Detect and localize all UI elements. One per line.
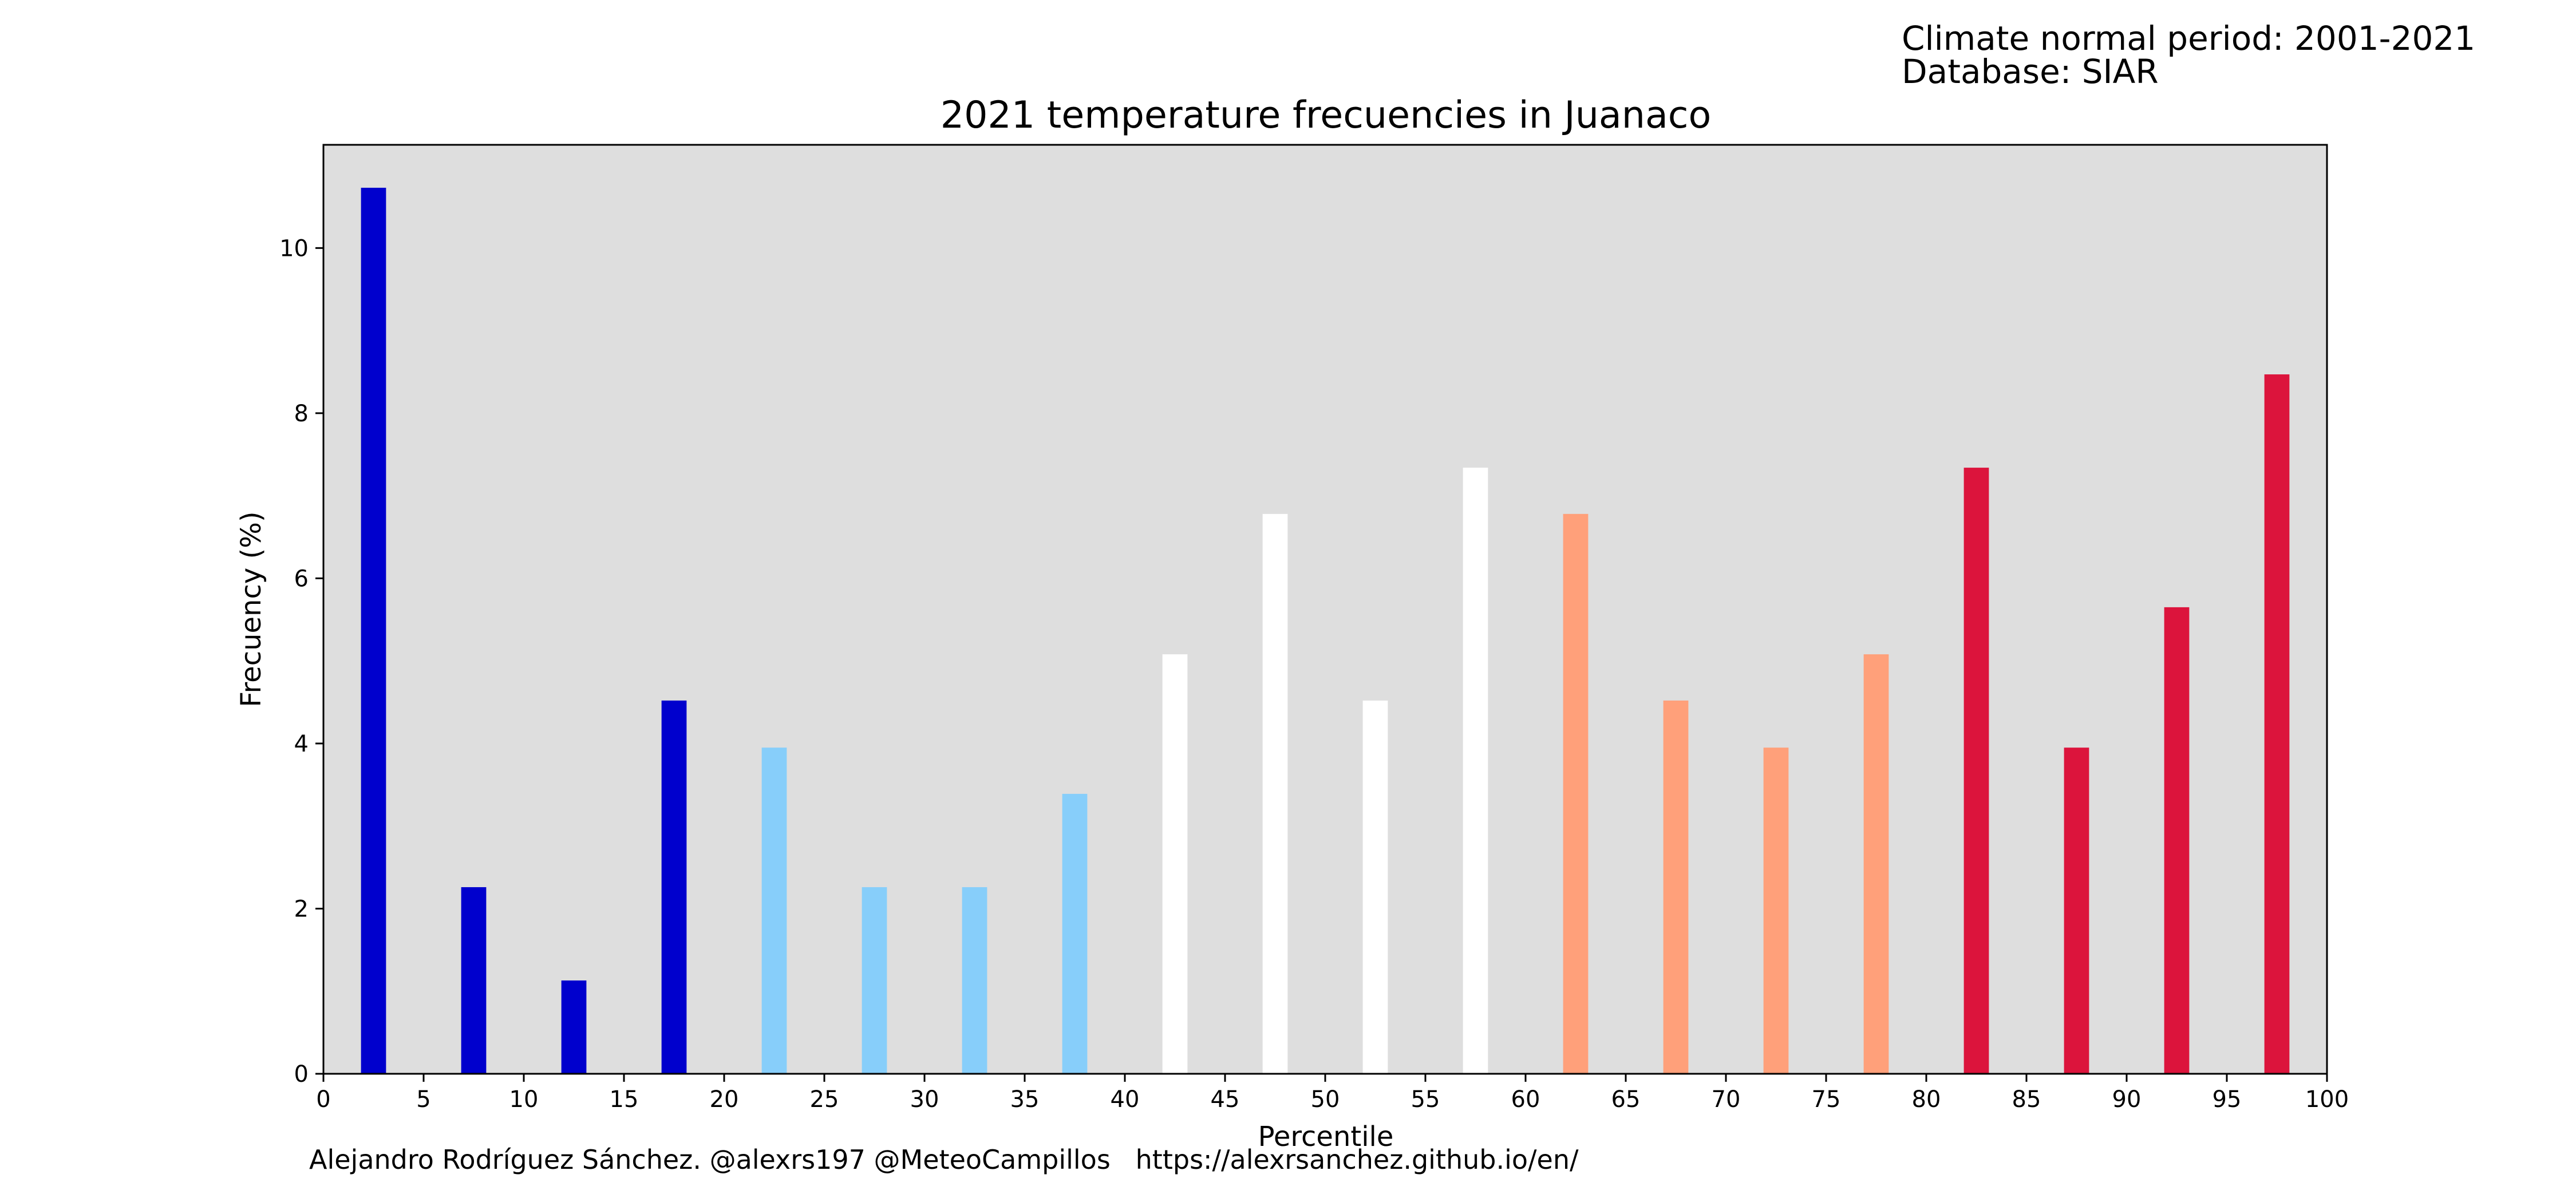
x-tick-label: 20 — [710, 1086, 739, 1113]
bar — [1062, 793, 1088, 1074]
bar — [1162, 654, 1188, 1074]
x-tick-label: 90 — [2112, 1086, 2142, 1113]
x-tick-label: 80 — [1912, 1086, 1941, 1113]
bar — [1463, 468, 1488, 1074]
x-tick-label: 5 — [416, 1086, 430, 1113]
x-tick-label: 95 — [2212, 1086, 2242, 1113]
bar — [361, 188, 386, 1074]
bar — [1362, 700, 1388, 1074]
chart-title: 2021 temperature frecuencies in Juanaco — [941, 94, 1712, 137]
bar — [2164, 607, 2190, 1074]
normal-period-label: Climate normal period: 2001-2021 — [1902, 19, 2476, 58]
x-tick-label: 75 — [1812, 1086, 1841, 1113]
x-tick-label: 30 — [910, 1086, 939, 1113]
y-tick-label: 8 — [294, 401, 309, 427]
credits-footer: Alejandro Rodríguez Sánchez. @alexrs197 … — [309, 1144, 1579, 1175]
bar — [661, 700, 687, 1074]
y-tick-label: 6 — [294, 566, 309, 592]
bar — [1663, 700, 1689, 1074]
bar — [962, 887, 987, 1074]
y-tick-label: 10 — [279, 235, 309, 262]
x-tick-label: 40 — [1111, 1086, 1140, 1113]
x-axis-label: Percentile — [1258, 1121, 1394, 1153]
y-tick-label: 2 — [294, 896, 309, 922]
bar — [1262, 513, 1288, 1074]
x-tick-label: 60 — [1511, 1086, 1540, 1113]
x-tick-label: 70 — [1712, 1086, 1741, 1113]
bar — [1863, 654, 1889, 1074]
x-tick-label: 0 — [316, 1086, 330, 1113]
bars — [361, 188, 2290, 1074]
y-axis-ticks: 0 2 4 6 8 10 — [279, 235, 323, 1088]
x-tick-label: 55 — [1411, 1086, 1440, 1113]
bar — [561, 980, 587, 1074]
y-tick-label: 0 — [294, 1061, 309, 1088]
x-axis-ticks: 0 5 10 15 20 25 30 35 40 45 50 55 60 65 70 75 80 85 90 95 10… — [316, 1074, 2349, 1113]
x-tick-label: 50 — [1311, 1086, 1340, 1113]
bar — [461, 887, 487, 1074]
bar — [862, 887, 887, 1074]
x-tick-label: 25 — [810, 1086, 839, 1113]
x-tick-label: 85 — [2012, 1086, 2041, 1113]
plot-area — [323, 145, 2327, 1074]
y-tick-label: 4 — [294, 731, 309, 757]
bar — [1563, 513, 1589, 1074]
bar — [761, 748, 787, 1074]
y-axis-label: Frecuency (%) — [235, 511, 267, 707]
climate-info: Climate normal period: 2001-2021 Databas… — [1902, 22, 2475, 88]
database-label: Database: SIAR — [1902, 52, 2159, 91]
bar — [2264, 374, 2290, 1074]
x-tick-label: 10 — [509, 1086, 539, 1113]
bar — [2064, 748, 2089, 1074]
x-tick-label: 100 — [2305, 1086, 2349, 1113]
x-tick-label: 15 — [610, 1086, 639, 1113]
x-tick-label: 45 — [1211, 1086, 1240, 1113]
x-tick-label: 35 — [1010, 1086, 1040, 1113]
bar — [1763, 748, 1789, 1074]
x-tick-label: 65 — [1611, 1086, 1641, 1113]
bar — [1963, 468, 1989, 1074]
